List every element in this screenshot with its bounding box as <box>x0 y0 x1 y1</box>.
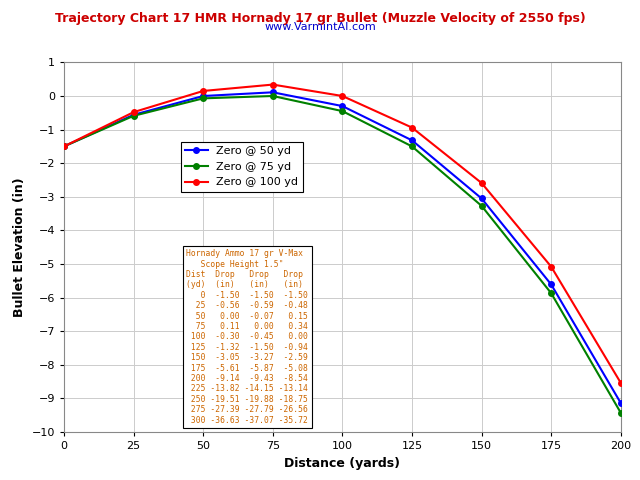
Zero @ 75 yd <box>60 144 68 149</box>
Zero @ 75 yd <box>130 113 138 119</box>
Zero @ 50 yd <box>617 400 625 406</box>
Zero @ 100 yd <box>200 88 207 94</box>
Zero @ 50 yd <box>130 112 138 118</box>
Zero @ 100 yd <box>477 180 485 186</box>
Text: Hornady Ammo 17 gr V-Max
   Scope Height 1.5"
Dist  Drop   Drop   Drop
(yd)  (in: Hornady Ammo 17 gr V-Max Scope Height 1.… <box>186 249 308 425</box>
Zero @ 50 yd <box>547 282 555 288</box>
Zero @ 50 yd <box>60 144 68 149</box>
Zero @ 75 yd <box>477 203 485 209</box>
Zero @ 100 yd <box>269 82 276 87</box>
Zero @ 50 yd <box>477 196 485 202</box>
Line: Zero @ 75 yd: Zero @ 75 yd <box>61 93 623 416</box>
Zero @ 50 yd <box>408 137 416 143</box>
Zero @ 100 yd <box>547 264 555 270</box>
Zero @ 100 yd <box>130 109 138 115</box>
Text: Trajectory Chart 17 HMR Hornady 17 gr Bullet (Muzzle Velocity of 2550 fps): Trajectory Chart 17 HMR Hornady 17 gr Bu… <box>54 12 586 25</box>
Line: Zero @ 100 yd: Zero @ 100 yd <box>61 82 623 386</box>
Zero @ 75 yd <box>339 108 346 114</box>
Y-axis label: Bullet Elevation (in): Bullet Elevation (in) <box>13 178 26 317</box>
Text: www.VarmintAI.com: www.VarmintAI.com <box>264 22 376 32</box>
Zero @ 50 yd <box>339 103 346 109</box>
Legend: Zero @ 50 yd, Zero @ 75 yd, Zero @ 100 yd: Zero @ 50 yd, Zero @ 75 yd, Zero @ 100 y… <box>181 142 303 192</box>
Zero @ 50 yd <box>269 89 276 95</box>
Zero @ 100 yd <box>339 93 346 99</box>
Zero @ 75 yd <box>547 290 555 296</box>
Zero @ 75 yd <box>408 144 416 149</box>
Zero @ 100 yd <box>408 125 416 131</box>
Zero @ 75 yd <box>200 96 207 101</box>
Zero @ 100 yd <box>60 144 68 149</box>
Zero @ 50 yd <box>200 93 207 99</box>
Line: Zero @ 50 yd: Zero @ 50 yd <box>61 90 623 406</box>
Zero @ 75 yd <box>617 410 625 416</box>
Zero @ 100 yd <box>617 380 625 386</box>
Zero @ 75 yd <box>269 93 276 99</box>
X-axis label: Distance (yards): Distance (yards) <box>284 456 401 469</box>
